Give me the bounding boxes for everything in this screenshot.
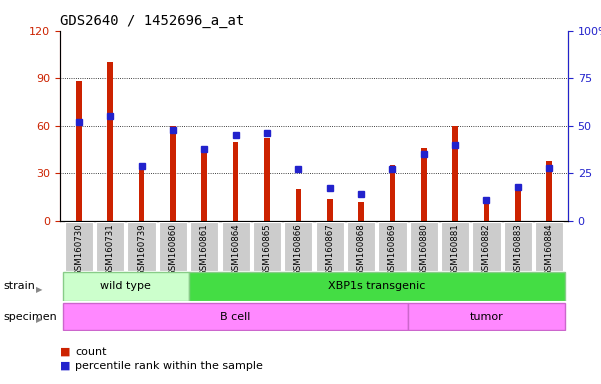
Text: count: count [75,347,106,357]
Text: GSM160882: GSM160882 [482,223,491,276]
Bar [453,126,458,221]
Bar [378,222,406,271]
Bar [63,272,189,301]
Bar [515,191,520,221]
Text: ■: ■ [60,361,70,371]
Bar [108,63,113,221]
Text: GSM160730: GSM160730 [75,223,84,276]
Bar [316,222,344,271]
Text: specimen: specimen [3,312,56,322]
Bar [441,222,469,271]
Bar [159,222,187,271]
Text: GDS2640 / 1452696_a_at: GDS2640 / 1452696_a_at [60,14,245,28]
Text: wild type: wild type [100,281,151,291]
Text: GSM160869: GSM160869 [388,223,397,276]
Bar [504,222,532,271]
Text: GSM160866: GSM160866 [294,223,303,276]
Text: GSM160865: GSM160865 [263,223,272,276]
Text: B cell: B cell [221,311,251,322]
Bar [546,161,552,221]
Bar [408,303,565,330]
Text: ▶: ▶ [36,315,43,324]
Text: GSM160860: GSM160860 [168,223,177,276]
Text: GSM160880: GSM160880 [419,223,429,276]
Bar [96,222,124,271]
Bar [284,222,313,271]
Bar [484,200,489,221]
Bar [76,81,82,221]
Bar [347,222,375,271]
Text: XBP1s transgenic: XBP1s transgenic [328,281,426,291]
Bar [253,222,281,271]
Bar [65,222,93,271]
Text: percentile rank within the sample: percentile rank within the sample [75,361,263,371]
Text: GSM160864: GSM160864 [231,223,240,276]
Bar [535,222,563,271]
Bar [296,189,301,221]
Bar [389,166,395,221]
Bar [201,149,207,221]
Bar [472,222,501,271]
Bar [170,126,175,221]
Text: GSM160868: GSM160868 [356,223,365,276]
Text: strain: strain [3,281,35,291]
Bar [190,222,218,271]
Bar [139,170,144,221]
Bar [189,272,565,301]
Bar [410,222,438,271]
Bar [264,139,270,221]
Text: GSM160883: GSM160883 [513,223,522,276]
Bar [327,199,332,221]
Bar [222,222,250,271]
Text: GSM160739: GSM160739 [137,223,146,276]
Text: ■: ■ [60,347,70,357]
Text: GSM160731: GSM160731 [106,223,115,276]
Bar [421,148,427,221]
Text: GSM160867: GSM160867 [325,223,334,276]
Bar [358,202,364,221]
Text: tumor: tumor [469,311,503,322]
Bar [127,222,156,271]
Text: ▶: ▶ [36,285,43,294]
Text: GSM160884: GSM160884 [545,223,554,276]
Bar [63,303,408,330]
Text: GSM160861: GSM160861 [200,223,209,276]
Bar [233,142,239,221]
Text: GSM160881: GSM160881 [451,223,460,276]
